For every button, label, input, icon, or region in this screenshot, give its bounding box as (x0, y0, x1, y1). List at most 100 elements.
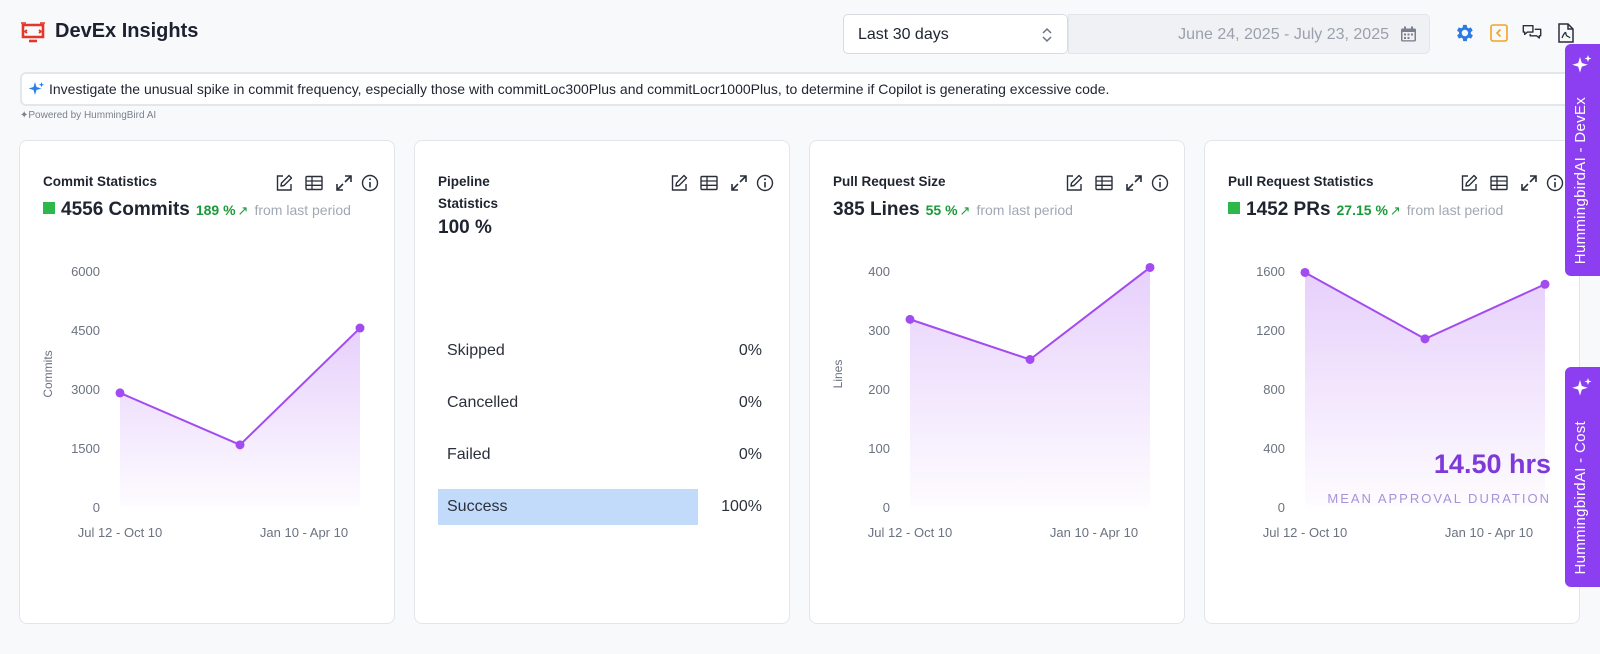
edit-icon[interactable] (274, 173, 294, 193)
pull-request-size-card: Pull Request Size 385 Lines 55 % ↗ from las… (809, 140, 1185, 624)
card-title: Pull Request Statistics (1228, 174, 1374, 189)
edit-icon[interactable] (669, 173, 689, 193)
pipeline-status-value: 0% (738, 446, 762, 463)
y-tick-label: 1600 (1256, 264, 1285, 279)
devex-logo-icon (21, 22, 45, 43)
arrow-up-right-icon: ↗ (237, 203, 249, 218)
pipeline-status-value: 0% (738, 394, 762, 411)
y-axis-title: Commits (41, 350, 55, 397)
x-tick-label: Jul 12 - Oct 10 (78, 525, 163, 540)
y-tick-label: 0 (1278, 500, 1285, 515)
expand-icon[interactable] (334, 173, 354, 193)
card-title: Pipeline Statistics (438, 171, 498, 215)
series-area (1305, 272, 1545, 507)
export-pdf-icon[interactable] (1555, 22, 1577, 44)
side-tab-label: HummingbirdAI - Cost (1572, 421, 1589, 575)
x-tick-label: Jan 10 - Apr 10 (260, 525, 348, 540)
info-icon[interactable] (1545, 173, 1565, 193)
table-view-icon[interactable] (699, 173, 719, 193)
metric-change: 27.15 % (1336, 202, 1388, 218)
table-view-icon[interactable] (1094, 173, 1114, 193)
y-tick-label: 100 (868, 441, 890, 456)
side-tab-label: HummingbirdAI - DevEx (1572, 96, 1589, 264)
card-title: Pull Request Size (833, 174, 946, 189)
edit-icon[interactable] (1064, 173, 1084, 193)
app-title: DevEx Insights (55, 20, 199, 42)
mean-approval-label: MEAN APPROVAL DURATION (1327, 491, 1551, 506)
data-point (355, 323, 365, 333)
pr-stats-metric: 1452 PRs 27.15 % ↗ from last period (1228, 199, 1503, 223)
info-icon[interactable] (755, 173, 775, 193)
chat-icon[interactable] (1521, 22, 1543, 44)
pipeline-row-success: Success 100% (438, 489, 768, 525)
data-point (1420, 334, 1430, 344)
y-tick-label: 4500 (71, 323, 100, 338)
data-point (1540, 279, 1550, 289)
metric-value: 100 % (438, 217, 492, 238)
date-range-field[interactable]: June 24, 2025 - July 23, 2025 (1068, 14, 1430, 54)
info-icon[interactable] (1150, 173, 1170, 193)
hummingbird-devex-tab[interactable]: HummingbirdAI - DevEx (1565, 44, 1600, 276)
status-square (1228, 202, 1240, 214)
data-point (1145, 262, 1155, 272)
collapse-panel-icon[interactable] (1488, 22, 1510, 44)
pull-request-statistics-card: Pull Request Statistics 1452 PRs 27.15 % ↗… (1204, 140, 1580, 624)
y-tick-label: 0 (883, 500, 890, 515)
metric-change: 189 % (195, 202, 236, 218)
card-toolbar (1459, 173, 1569, 195)
card-title-line: Statistics (438, 196, 499, 211)
card-toolbar (1064, 173, 1174, 195)
ai-sparkle-icon (29, 82, 45, 95)
pipeline-status-value: 100% (721, 498, 762, 515)
date-range-select[interactable]: Last 30 days (843, 14, 1068, 54)
edit-icon[interactable] (1459, 173, 1479, 193)
metric-value: 385 Lines (833, 199, 920, 220)
series-area (120, 328, 360, 507)
table-view-icon[interactable] (1489, 173, 1509, 193)
card-title: Commit Statistics (43, 174, 158, 189)
arrow-up-right-icon: ↗ (1389, 203, 1401, 218)
table-view-icon[interactable] (304, 173, 324, 193)
metric-value: 1452 PRs (1246, 199, 1331, 220)
commit-metric: 4556 Commits 189 % ↗ from last period (43, 199, 351, 223)
info-icon[interactable] (360, 173, 380, 193)
status-square (43, 202, 55, 214)
ai-insight-text: Investigate the unusual spike in commit … (49, 81, 1110, 97)
metric-from-text: from last period (976, 202, 1073, 218)
pipeline-bar (438, 489, 698, 525)
metric-from-text: from last period (254, 202, 351, 218)
data-point (115, 388, 125, 398)
metric-value: 4556 Commits (61, 199, 190, 220)
pipeline-status-name: Skipped (447, 342, 505, 359)
powered-by-text: ✦Powered by HummingBird AI (20, 110, 157, 121)
x-tick-label: Jul 12 - Oct 10 (1263, 525, 1348, 540)
expand-icon[interactable] (729, 173, 749, 193)
y-tick-label: 6000 (71, 264, 100, 279)
data-point (1025, 355, 1035, 364)
pipeline-row-cancelled: Cancelled 0% (438, 385, 768, 421)
pr-size-metric: 385 Lines 55 % ↗ from last period (833, 199, 1073, 223)
expand-icon[interactable] (1519, 173, 1539, 193)
y-tick-label: 1500 (71, 441, 100, 456)
y-tick-label: 300 (868, 323, 890, 338)
mean-approval-value: 14.50 hrs (1433, 449, 1551, 479)
settings-icon[interactable] (1453, 22, 1475, 44)
calendar-icon[interactable] (1400, 26, 1417, 43)
hummingbird-cost-tab[interactable]: HummingbirdAI - Cost (1565, 367, 1600, 587)
ai-sparkle-icon (1572, 378, 1592, 396)
pipeline-status-name: Failed (447, 446, 491, 463)
commit-line-chart: 0 1500 3000 4500 6000 Commits Jul 12 - Oct 10 J… (41, 264, 365, 540)
y-tick-label: 400 (1263, 441, 1285, 456)
x-tick-label: Jul 12 - Oct 10 (868, 525, 953, 540)
y-tick-label: 3000 (71, 382, 100, 397)
commit-statistics-card: Commit Statistics 4556 Commits 189 % ↗ from… (19, 140, 395, 624)
y-tick-label: 800 (1263, 382, 1285, 397)
data-point (1300, 267, 1310, 277)
pipeline-row-skipped: Skipped 0% (438, 333, 768, 369)
pipeline-row-failed: Failed 0% (438, 437, 768, 473)
pipeline-statistics-card: Pipeline Statistics 100 % Skipped 0% Cance… (414, 140, 790, 624)
pipeline-metric: 100 % (438, 217, 492, 241)
card-toolbar (274, 173, 384, 195)
expand-icon[interactable] (1124, 173, 1144, 193)
ai-insight-banner[interactable]: Investigate the unusual spike in commit … (20, 72, 1600, 106)
